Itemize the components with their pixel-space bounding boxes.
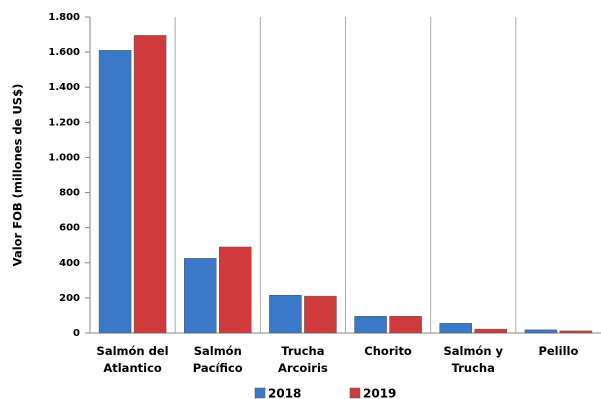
legend-swatch — [254, 387, 266, 399]
bar — [269, 295, 302, 334]
legend-label: 2018 — [268, 387, 301, 399]
x-tick-label: Trucha Arcoiris — [278, 344, 328, 375]
x-tick-label: Pelillo — [538, 344, 579, 358]
y-tick-label: 800 — [59, 188, 80, 199]
y-tick-label: 1.600 — [48, 47, 80, 58]
legend-swatch — [349, 387, 361, 399]
y-tick-label: 1.200 — [48, 117, 80, 128]
bar — [389, 316, 422, 334]
y-axis-label: Valor FOB (millones de US$) — [11, 84, 25, 267]
legend-label: 2019 — [363, 387, 396, 399]
y-tick-label: 400 — [59, 258, 80, 269]
bar — [304, 295, 337, 334]
x-tick-label: Salmón del Atlantico — [96, 344, 169, 375]
bar — [354, 316, 387, 334]
y-tick-label: 1.800 — [48, 12, 80, 23]
x-tick-label: Salmón y Trucha — [443, 344, 504, 375]
y-tick-label: 600 — [59, 223, 80, 234]
bar — [98, 50, 132, 334]
x-tick-label: Salmón Pacífico — [192, 344, 243, 375]
bar — [184, 258, 217, 334]
bar — [559, 330, 593, 334]
bar — [439, 323, 472, 334]
bar — [474, 328, 507, 334]
bar — [219, 246, 252, 334]
x-tick-label: Chorito — [364, 344, 412, 358]
y-tick-label: 1.400 — [48, 82, 80, 93]
y-tick-label: 0 — [73, 328, 80, 339]
y-tick-label: 200 — [59, 293, 80, 304]
bar — [133, 35, 167, 334]
bar — [524, 329, 558, 334]
y-tick-label: 1.000 — [48, 152, 80, 163]
